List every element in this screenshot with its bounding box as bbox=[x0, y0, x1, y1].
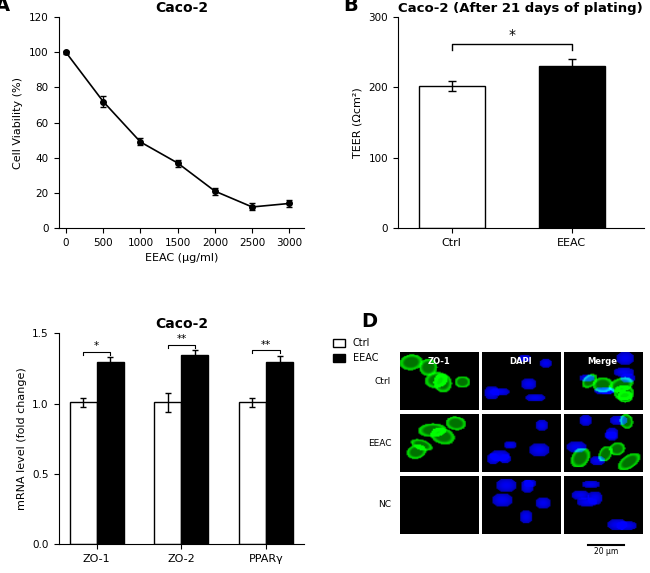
Y-axis label: TEER (Ωcm²): TEER (Ωcm²) bbox=[353, 87, 363, 158]
Bar bbox=[97, 362, 124, 544]
Text: B: B bbox=[344, 0, 358, 15]
Text: DAPI: DAPI bbox=[510, 357, 532, 366]
Text: *: * bbox=[508, 29, 515, 42]
Text: NC: NC bbox=[378, 500, 391, 509]
Text: A: A bbox=[0, 0, 10, 15]
Bar bbox=[239, 402, 266, 544]
Text: *: * bbox=[94, 341, 99, 351]
Text: Merge: Merge bbox=[588, 357, 618, 366]
Title: Caco-2: Caco-2 bbox=[155, 1, 208, 15]
Bar bbox=[266, 362, 293, 544]
Bar bbox=[181, 355, 209, 544]
Text: **: ** bbox=[176, 334, 187, 344]
Bar bbox=[154, 402, 181, 544]
Text: Ctrl: Ctrl bbox=[375, 377, 391, 386]
X-axis label: EEAC (μg/ml): EEAC (μg/ml) bbox=[145, 253, 218, 264]
Bar bbox=[539, 66, 605, 228]
Text: EEAC: EEAC bbox=[368, 439, 391, 448]
Text: 20 μm: 20 μm bbox=[594, 547, 618, 556]
Legend: Ctrl, EEAC: Ctrl, EEAC bbox=[333, 338, 378, 363]
Y-axis label: mRNA level (fold change): mRNA level (fold change) bbox=[17, 367, 27, 511]
Text: ZO-1: ZO-1 bbox=[427, 357, 450, 366]
Title: Caco-2 (After 21 days of plating): Caco-2 (After 21 days of plating) bbox=[398, 2, 643, 15]
Bar bbox=[419, 86, 485, 228]
Title: Caco-2: Caco-2 bbox=[155, 317, 208, 331]
Bar bbox=[70, 402, 97, 544]
Y-axis label: Cell Viability (%): Cell Viability (%) bbox=[14, 77, 23, 168]
Text: **: ** bbox=[261, 340, 271, 350]
Text: D: D bbox=[361, 312, 377, 331]
